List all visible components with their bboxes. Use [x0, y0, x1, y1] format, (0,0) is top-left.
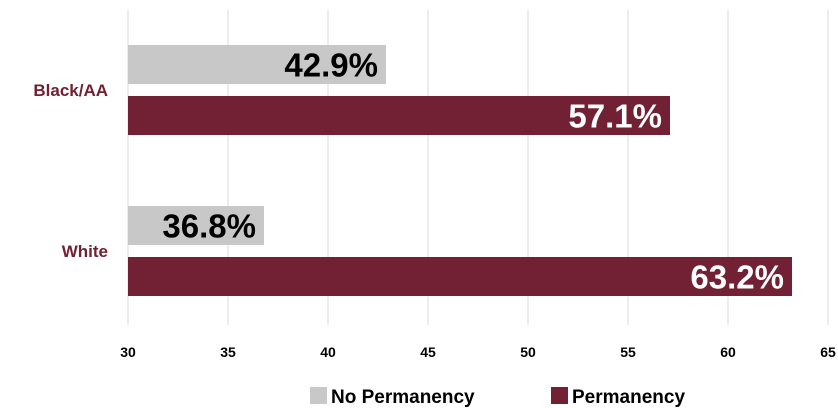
bars: 42.9% 57.1% 36.8% 63.2% [128, 45, 792, 296]
legend-swatch-permanency [551, 387, 568, 404]
category-label: White [62, 242, 108, 261]
data-label-white-permanency: 63.2% [690, 259, 784, 296]
x-tick-label: 60 [720, 344, 736, 360]
data-label-white-no-permanency: 36.8% [162, 208, 256, 245]
x-tick-label: 30 [120, 344, 136, 360]
x-tick-label: 40 [320, 344, 336, 360]
legend-label-permanency: Permanency [572, 387, 685, 408]
bar-black-aa-permanency [128, 96, 670, 135]
data-label-black-aa-permanency: 57.1% [568, 98, 662, 135]
x-tick-label: 50 [520, 344, 536, 360]
x-tick-label: 45 [420, 344, 436, 360]
category-labels: Black/AA White [33, 81, 108, 261]
bar-white-permanency [128, 257, 792, 296]
bar-white-no-permanency [128, 206, 264, 245]
bar-black-aa-no-permanency [128, 45, 386, 84]
x-tick-label: 65 [820, 344, 836, 360]
data-label-black-aa-no-permanency: 42.9% [284, 47, 378, 84]
x-tick-label: 35 [220, 344, 236, 360]
legend: No Permanency Permanency [310, 387, 685, 408]
legend-label-no-permanency: No Permanency [331, 387, 475, 408]
x-tick-label: 55 [620, 344, 636, 360]
x-axis-ticks: 30 35 40 45 50 55 60 65 [120, 344, 836, 360]
category-label: Black/AA [33, 81, 108, 100]
legend-swatch-no-permanency [310, 387, 327, 404]
